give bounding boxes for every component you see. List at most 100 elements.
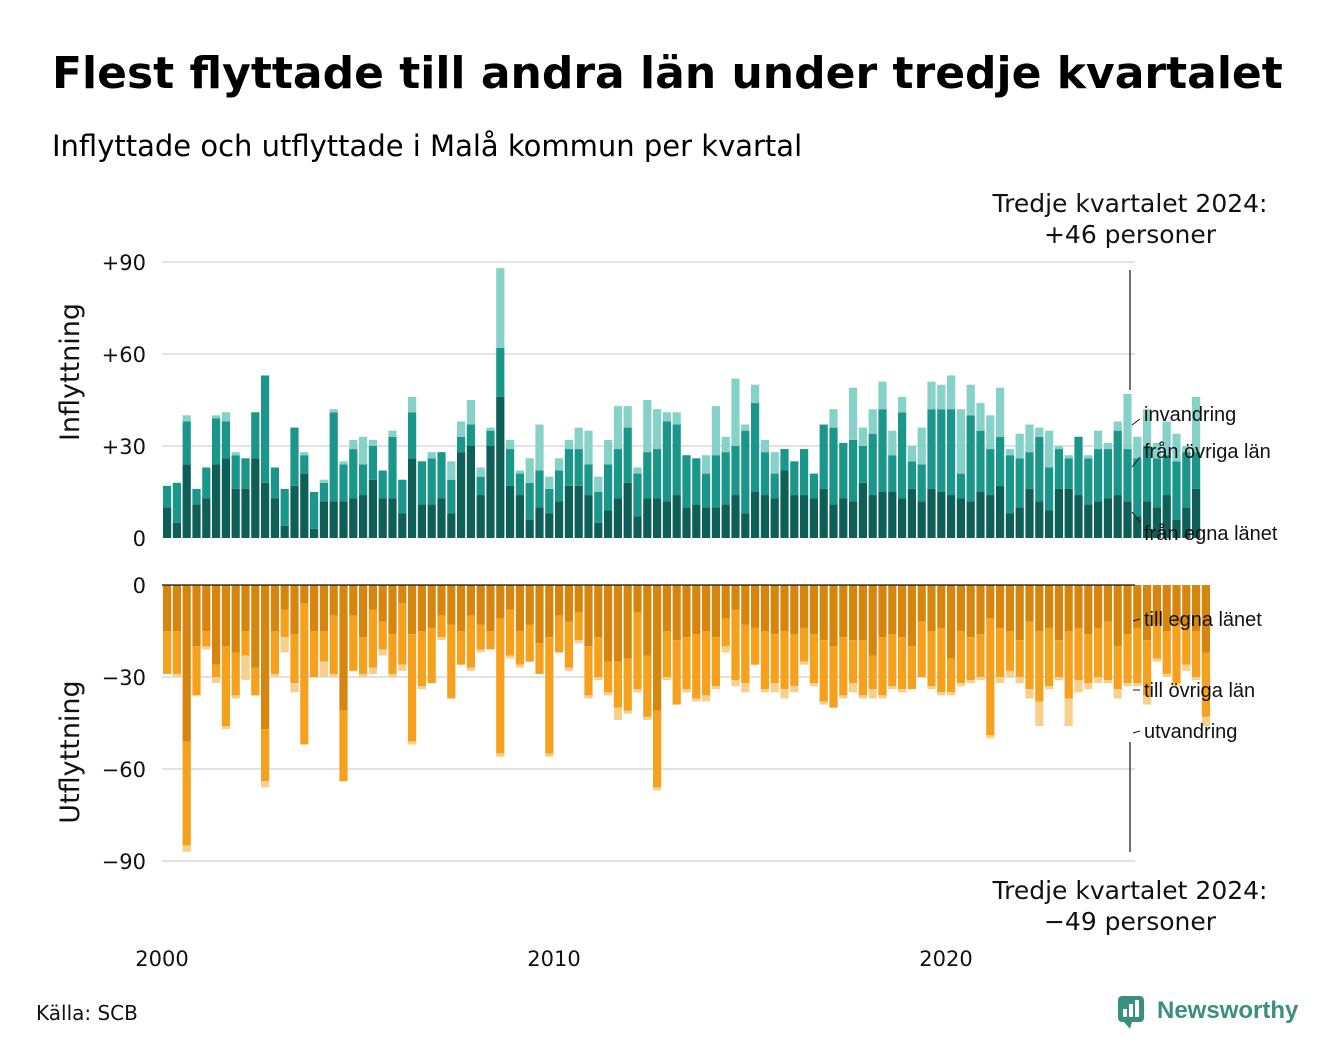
outflow-bar-emig xyxy=(711,686,720,690)
outflow-bar-other xyxy=(221,646,230,727)
inflow-bar-own xyxy=(310,528,319,538)
outflow-bar-own xyxy=(1162,585,1171,631)
x-tick-label: 2010 xyxy=(527,947,580,971)
outflow-bar-other xyxy=(927,631,936,687)
inflow-bar-immig xyxy=(349,439,358,450)
inflow-bar-other xyxy=(731,446,740,496)
outflow-bar-emig xyxy=(231,695,240,699)
inflow-bar-other xyxy=(241,458,250,489)
inflow-bar-own xyxy=(604,510,613,538)
inflow-bar-immig xyxy=(1123,393,1132,450)
outflow-bar-other xyxy=(231,652,240,696)
outflow-bar-emig xyxy=(594,677,603,681)
inflow-bar-other xyxy=(1035,436,1044,502)
inflow-bar-immig xyxy=(319,479,328,483)
outflow-bar-own xyxy=(1064,585,1073,631)
outflow-bar-emig xyxy=(1094,677,1103,684)
outflow-bar-emig xyxy=(1005,670,1014,677)
outflow-bar-emig xyxy=(731,680,740,687)
inflow-bar-own xyxy=(398,513,407,538)
outflow-bar-own xyxy=(388,585,397,635)
outflow-bar-emig xyxy=(368,667,377,674)
inflow-bar-immig xyxy=(1152,442,1161,459)
inflow-bar-own xyxy=(545,513,554,538)
inflow-bar-immig xyxy=(584,430,593,465)
series-label-fran-egna-lanet: från egna länet xyxy=(1144,523,1278,545)
inflow-bar-own xyxy=(623,482,632,538)
inflow-bar-own xyxy=(1084,504,1093,538)
inflow-bar-other xyxy=(839,442,848,499)
outflow-bar-own xyxy=(368,585,377,610)
outflow-bar-other xyxy=(1192,631,1201,677)
outflow-bar-own xyxy=(555,585,564,616)
inflow-bar-own xyxy=(741,513,750,538)
outflow-bar-emig xyxy=(1182,664,1191,671)
inflow-bar-own xyxy=(368,479,377,538)
outflow-bar-own xyxy=(741,585,750,625)
chart-subtitle: Inflyttade och utflyttade i Malå kommun … xyxy=(52,129,802,163)
outflow-bar-own xyxy=(496,585,505,619)
inflow-bar-own xyxy=(672,495,681,538)
inflow-y-tick-label: +30 xyxy=(102,435,146,459)
inflow-bar-own xyxy=(329,501,338,538)
outflow-bar-own xyxy=(721,585,730,619)
outflow-bar-other xyxy=(741,624,750,684)
inflow-bar-own xyxy=(839,498,848,538)
outflow-bar-other xyxy=(339,710,348,782)
outflow-bar-own xyxy=(760,585,769,631)
inflow-bar-immig xyxy=(515,470,524,474)
outflow-bar-other xyxy=(1074,627,1083,681)
outflow-bar-own xyxy=(1094,585,1103,628)
outflow-bar-other xyxy=(898,637,907,690)
inflow-bar-immig xyxy=(466,400,475,425)
inflow-bar-own xyxy=(417,504,426,538)
outflow-bar-own xyxy=(839,585,848,638)
inflow-bar-immig xyxy=(182,415,191,422)
inflow-bar-immig xyxy=(212,415,221,419)
inflow-bar-immig xyxy=(858,427,867,446)
outflow-bar-own xyxy=(1035,585,1044,631)
outflow-bar-other xyxy=(457,631,466,665)
outflow-bar-own xyxy=(378,585,387,622)
inflow-bar-immig xyxy=(555,458,564,471)
inflow-bar-other xyxy=(564,449,573,486)
outflow-bar-other xyxy=(1064,631,1073,699)
outflow-bar-own xyxy=(976,585,985,635)
inflow-bar-own xyxy=(437,498,446,538)
inflow-bar-immig xyxy=(1103,442,1112,450)
inflow-bar-other xyxy=(937,409,946,492)
inflow-bar-other xyxy=(633,473,642,517)
outflow-bar-other xyxy=(653,710,662,788)
inflow-bar-immig xyxy=(613,406,622,450)
inflow-bar-immig xyxy=(672,412,681,425)
outflow-bar-other xyxy=(280,609,289,638)
outflow-bar-emig xyxy=(1172,683,1181,687)
outflow-bar-own xyxy=(192,585,201,647)
inflow-bar-other xyxy=(1015,458,1024,508)
outflow-bar-emig xyxy=(800,661,809,665)
inflow-bar-other xyxy=(849,439,858,502)
inflow-bar-other xyxy=(947,409,956,496)
inflow-bar-other xyxy=(466,424,475,446)
outflow-bar-emig xyxy=(1074,680,1083,693)
inflow-bar-own xyxy=(1143,501,1152,538)
outflow-bar-emig xyxy=(947,692,956,696)
outflow-bar-emig xyxy=(515,664,524,668)
outflow-bar-other xyxy=(1005,631,1014,671)
inflow-bar-immig xyxy=(917,427,926,465)
inflow-bar-immig xyxy=(525,458,534,483)
outflow-bar-other xyxy=(751,627,760,665)
outflow-bar-own xyxy=(731,585,740,610)
outflow-bar-own xyxy=(525,585,534,625)
outflow-bar-own xyxy=(1152,585,1161,625)
outflow-bar-emig xyxy=(898,689,907,693)
series-label-utvandring: utvandring xyxy=(1144,721,1237,743)
inflow-bar-own xyxy=(907,488,916,538)
inflow-bar-immig xyxy=(907,446,916,462)
inflow-bar-other xyxy=(584,464,593,496)
inflow-y-tick-label: 0 xyxy=(133,527,146,551)
inflow-bar-own xyxy=(231,488,240,538)
inflow-bar-other xyxy=(506,449,515,486)
inflow-bar-immig xyxy=(996,387,1005,437)
inflow-bar-immig xyxy=(966,384,975,416)
